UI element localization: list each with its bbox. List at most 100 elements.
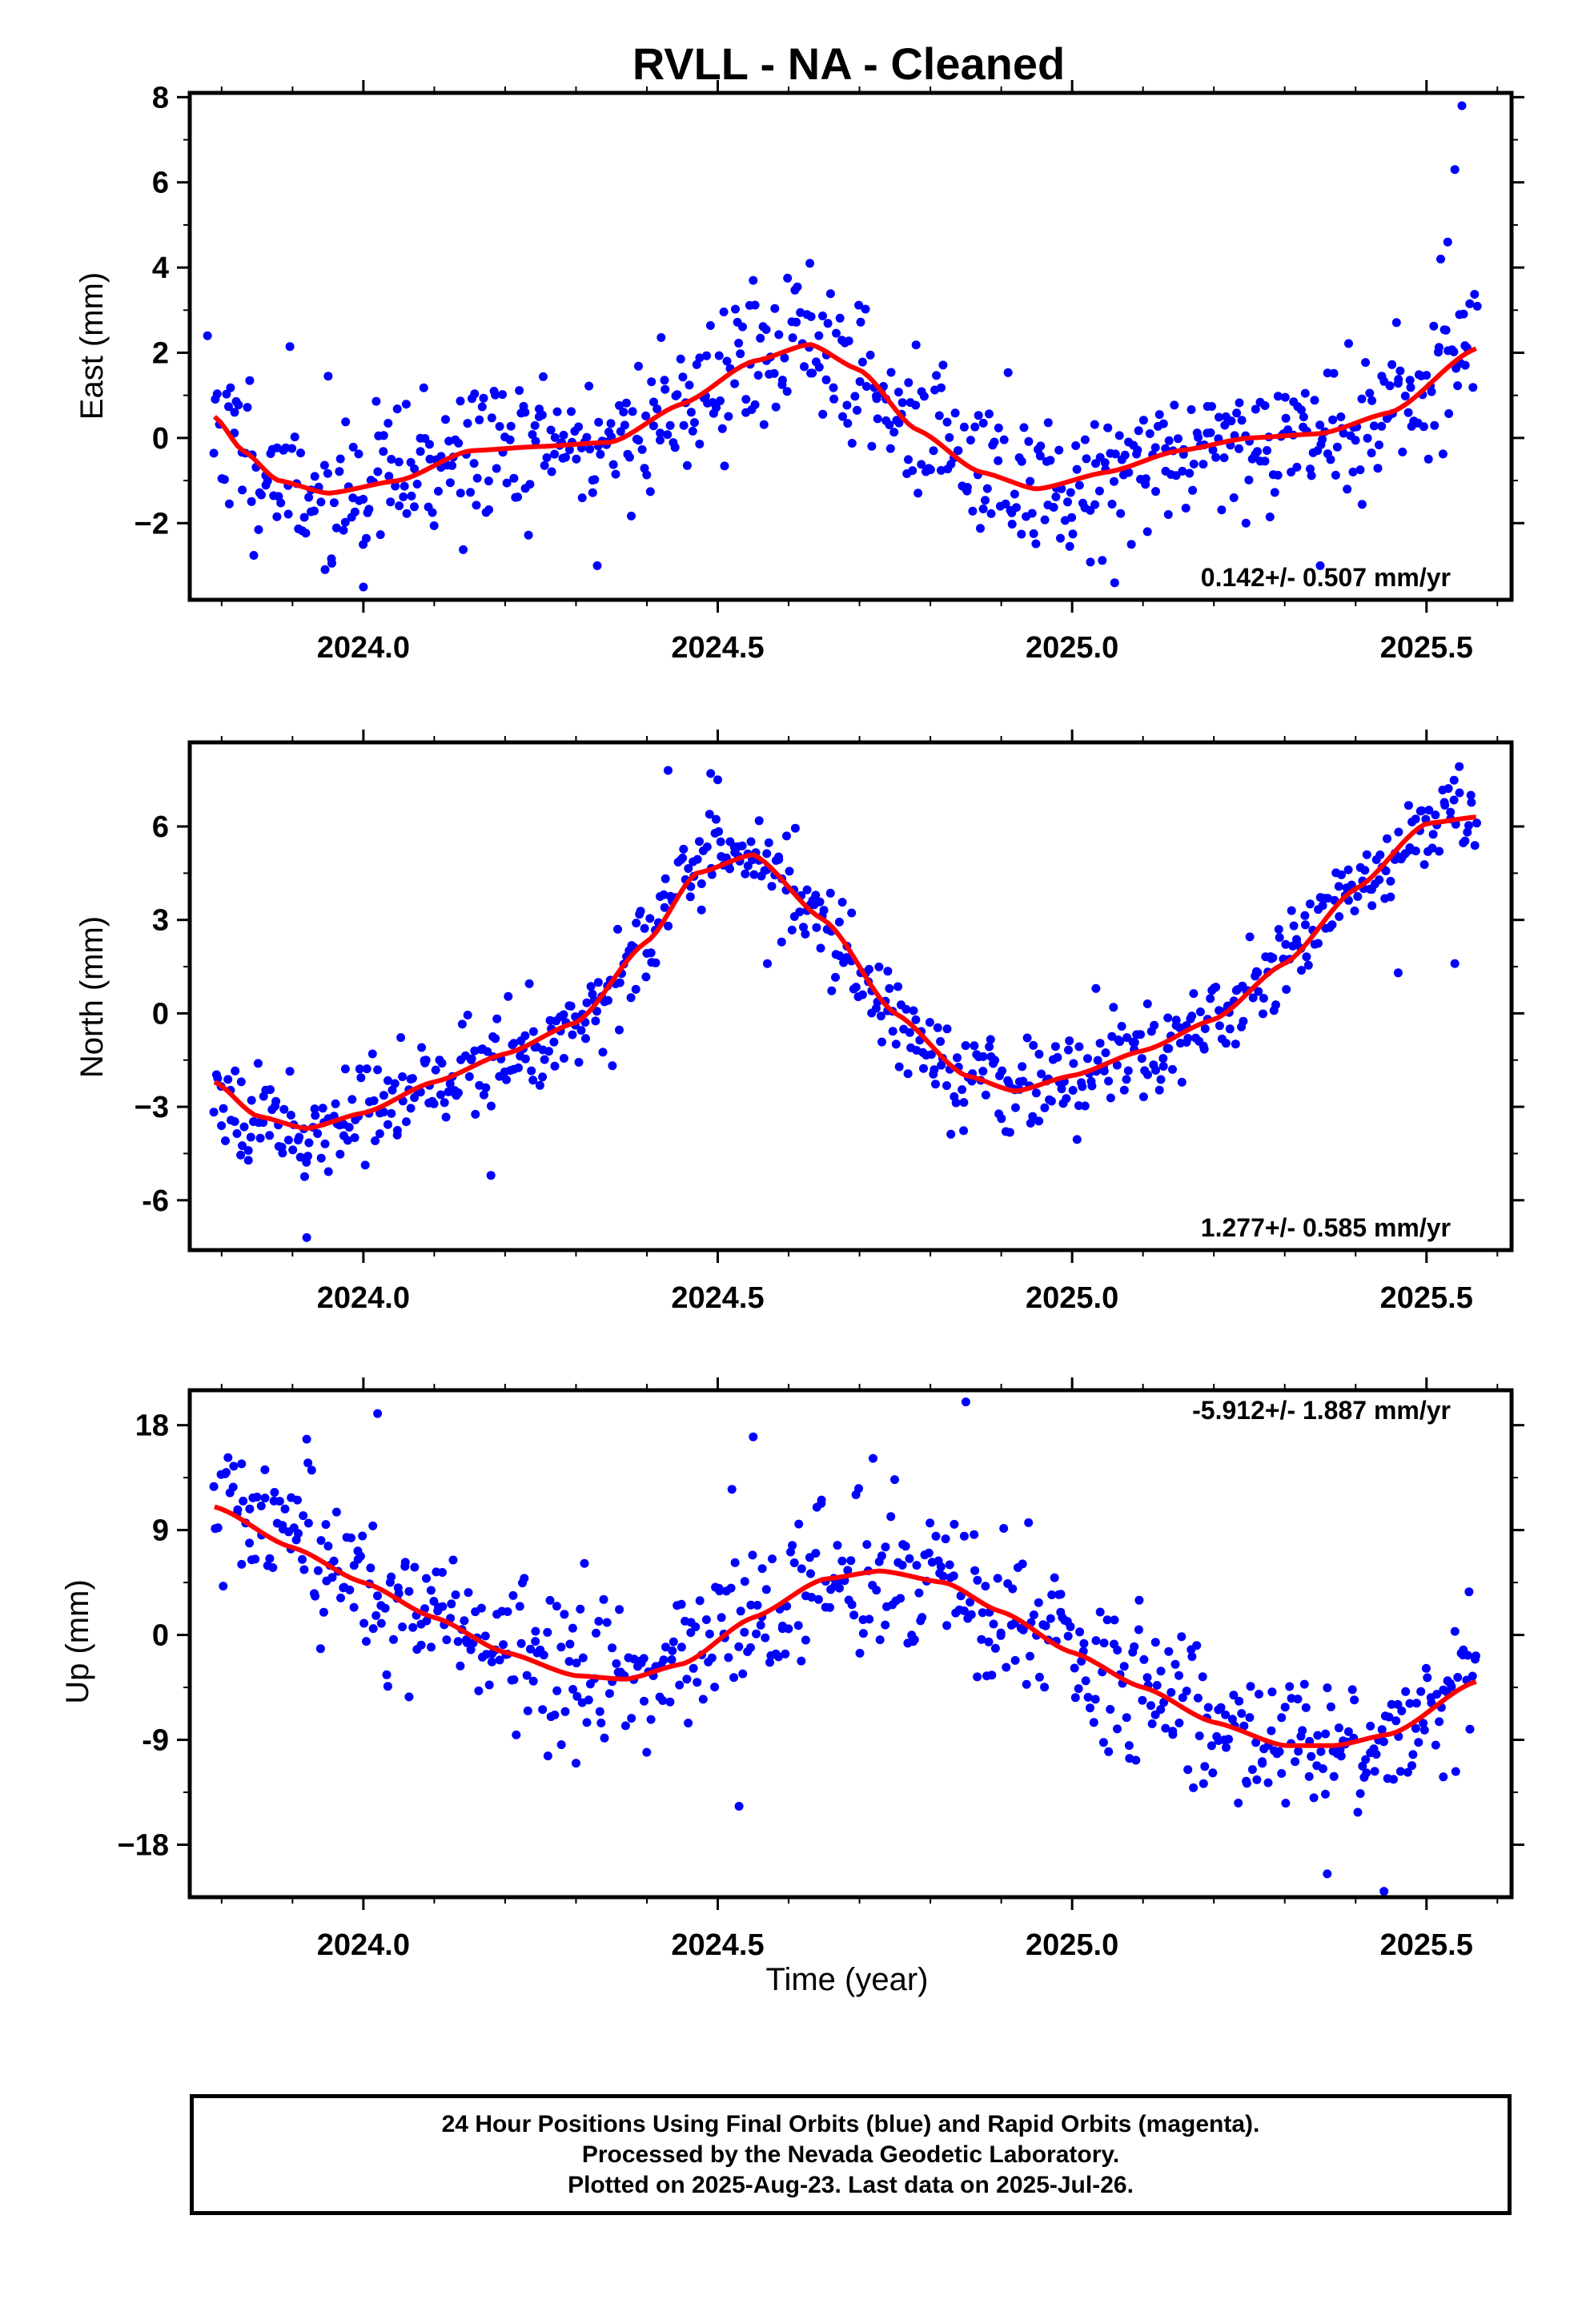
north-data-point: [942, 1024, 952, 1034]
north-data-point: [1074, 1101, 1083, 1111]
east-data-point: [1163, 510, 1173, 519]
up-data-point: [270, 1488, 279, 1497]
north-x-tick-label: 2024.5: [671, 1281, 764, 1315]
east-data-point: [1134, 426, 1143, 436]
east-data-point: [212, 389, 222, 399]
north-data-point: [1327, 920, 1337, 930]
east-data-point: [731, 304, 740, 314]
north-data-point: [1455, 788, 1464, 798]
up-data-point: [698, 1695, 708, 1704]
east-data-point: [1086, 557, 1095, 567]
north-data-point: [1109, 1003, 1118, 1012]
east-data-point: [1188, 485, 1198, 495]
north-data-point: [331, 1099, 340, 1108]
east-data-point: [234, 400, 243, 410]
east-data-point: [615, 400, 624, 410]
north-data-point: [891, 1039, 901, 1049]
up-data-point: [801, 1635, 810, 1645]
up-data-point: [1307, 1751, 1316, 1761]
east-data-point: [1323, 368, 1332, 378]
east-data-point: [695, 353, 705, 363]
east-data-point: [823, 319, 833, 328]
north-data-point: [441, 1112, 451, 1122]
north-data-point: [1375, 850, 1385, 859]
east-data-point: [1344, 339, 1353, 348]
up-data-point: [528, 1676, 538, 1686]
up-data-point: [509, 1675, 519, 1684]
east-data-point: [929, 446, 938, 456]
up-data-point: [1104, 1747, 1114, 1756]
east-data-point: [1351, 436, 1360, 445]
east-data-point: [540, 460, 549, 470]
east-data-point: [937, 465, 946, 475]
east-data-point: [690, 418, 699, 428]
east-data-point: [1189, 460, 1199, 468]
north-rate-label: 1.277+/- 0.585 mm/yr: [1201, 1213, 1451, 1242]
north-data-point: [640, 923, 649, 933]
up-data-point: [1183, 1765, 1193, 1775]
up-data-point: [608, 1643, 617, 1653]
east-data-point: [911, 340, 921, 350]
north-data-point: [936, 1037, 946, 1046]
up-data-point: [1166, 1687, 1176, 1697]
north-data-point: [1117, 1022, 1126, 1031]
east-data-point: [670, 443, 680, 452]
east-data-point: [354, 449, 363, 459]
east-data-point: [722, 356, 732, 366]
north-data-point: [1231, 1039, 1240, 1049]
east-data-point: [634, 361, 643, 371]
up-data-point: [1407, 1761, 1416, 1771]
up-data-point: [806, 1569, 815, 1578]
north-data-point: [408, 1074, 417, 1084]
up-data-point: [1242, 1779, 1251, 1788]
up-data-point: [1419, 1719, 1428, 1728]
north-data-point: [763, 959, 772, 968]
east-data-point: [572, 454, 581, 464]
north-data-point: [933, 1023, 942, 1032]
north-data-point: [905, 1027, 914, 1037]
north-data-point: [827, 986, 837, 995]
east-data-point: [945, 432, 954, 442]
up-data-point: [1395, 1767, 1405, 1776]
up-data-point: [1029, 1610, 1038, 1619]
east-data-point: [272, 512, 282, 521]
east-data-point: [530, 420, 540, 430]
east-data-point: [546, 425, 556, 435]
north-data-point: [398, 1072, 408, 1081]
up-data-point: [1221, 1710, 1231, 1719]
east-data-point: [463, 419, 472, 428]
east-data-point: [1010, 489, 1019, 499]
up-data-point: [323, 1542, 333, 1551]
up-data-point: [1208, 1768, 1218, 1778]
north-data-point: [586, 982, 596, 991]
east-data-point: [656, 428, 665, 438]
east-data-point: [1460, 360, 1470, 370]
up-data-point: [978, 1608, 987, 1618]
east-data-point: [479, 393, 488, 403]
east-data-point: [1318, 435, 1327, 444]
up-data-point: [222, 1468, 231, 1478]
north-data-point: [217, 1121, 227, 1131]
east-data-point: [1465, 299, 1475, 308]
north-data-point: [1360, 866, 1370, 875]
east-data-point: [894, 418, 904, 428]
up-data-point: [1234, 1799, 1243, 1807]
east-data-point: [1369, 421, 1379, 431]
up-data-point: [1251, 1738, 1261, 1747]
east-data-point: [539, 372, 548, 381]
north-data-point: [1183, 1034, 1193, 1043]
up-data-point: [602, 1618, 612, 1627]
east-data-point: [842, 400, 852, 410]
north-data-point: [1087, 1081, 1097, 1091]
up-data-point: [368, 1624, 378, 1634]
north-data-point: [1072, 1135, 1082, 1144]
up-data-point: [797, 1656, 806, 1666]
up-data-point: [729, 1673, 739, 1683]
up-data-point: [307, 1466, 316, 1475]
north-data-point: [255, 1133, 265, 1143]
north-data-point: [1411, 814, 1420, 824]
up-data-point: [793, 1621, 803, 1630]
north-data-point: [316, 1153, 326, 1163]
north-data-point: [925, 1018, 934, 1027]
north-data-point: [888, 1027, 897, 1036]
